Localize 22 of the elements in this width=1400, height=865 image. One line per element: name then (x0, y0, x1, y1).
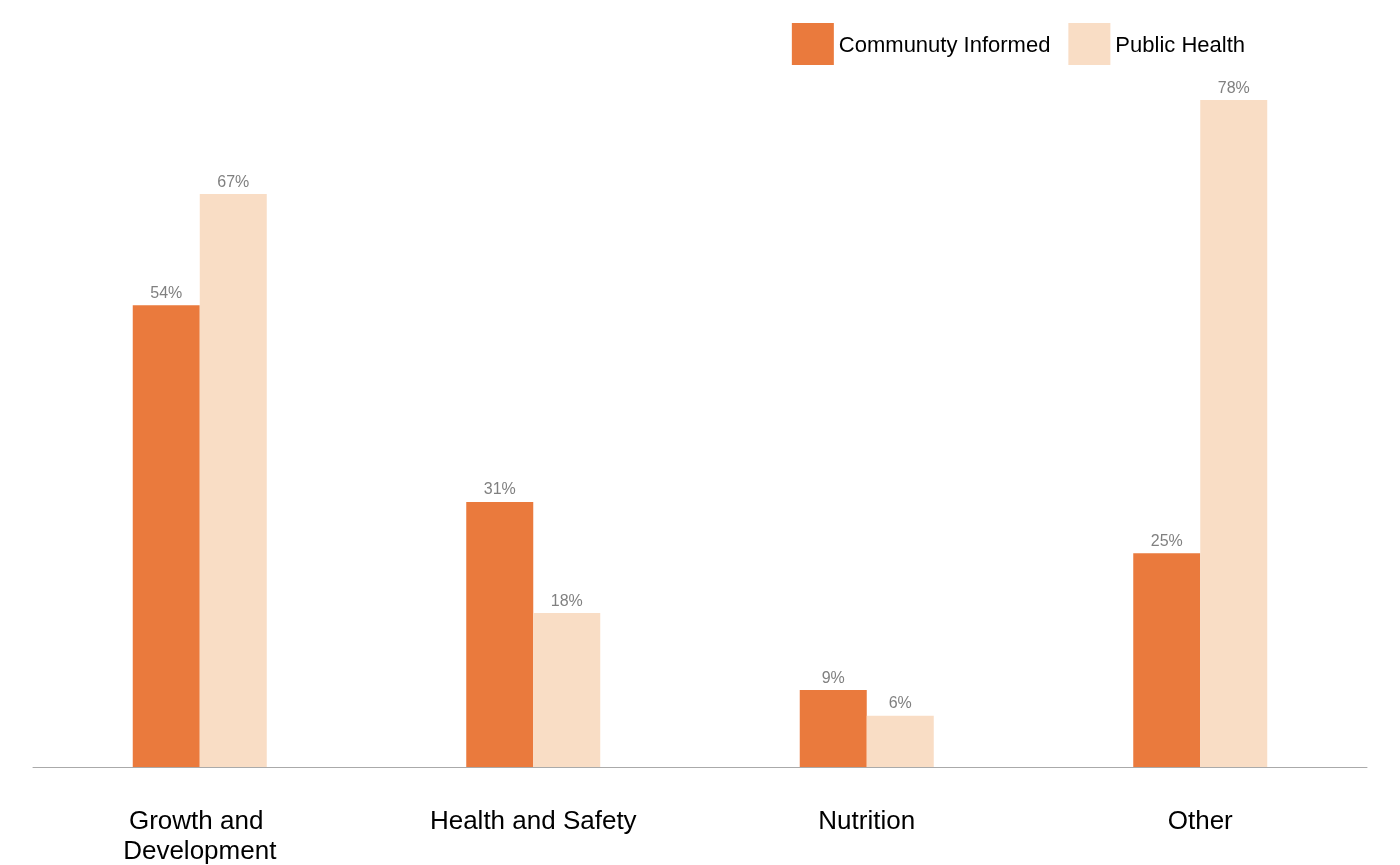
data-label: 54% (150, 283, 183, 301)
bar (533, 613, 601, 767)
data-label: 18% (550, 591, 583, 609)
data-label: 25% (1150, 531, 1183, 549)
x-tick-label: Growth and Development (123, 805, 278, 865)
bar (132, 305, 200, 767)
bar (1133, 553, 1201, 767)
legend-label: Communuty Informed (838, 31, 1051, 57)
x-tick-label: Health and Safety (429, 805, 637, 835)
data-label: 67% (217, 172, 250, 190)
data-label: 31% (483, 480, 516, 498)
data-label: 6% (888, 694, 912, 712)
x-tick-label: Nutrition (818, 805, 916, 835)
bar (799, 690, 867, 767)
bar (1200, 100, 1268, 767)
data-label: 78% (1217, 78, 1250, 96)
data-label: 9% (821, 668, 845, 686)
bar (199, 194, 267, 767)
bar (866, 715, 934, 767)
bar (466, 501, 534, 767)
x-tick-label: Other (1167, 805, 1234, 835)
legend-label: Public Health (1115, 31, 1246, 57)
